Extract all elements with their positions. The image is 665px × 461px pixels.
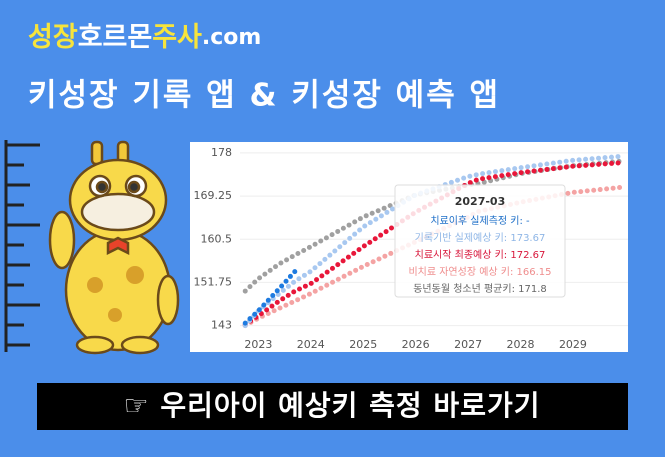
y-tick-label: 151.75 [194, 275, 233, 288]
tooltip-line: 동년동월 청소년 평균키: 171.8 [413, 283, 547, 295]
y-tick-label: 160.5 [201, 232, 233, 245]
logo-part: 주사 [152, 22, 202, 53]
chart: 143 151.75 160.5 169.25 178 2023 2024 2025 2026 2… [194, 146, 628, 351]
series-line [242, 268, 298, 326]
tooltip-line: 치료시작 최종예상 키: 172.67 [415, 249, 546, 261]
y-tick-label: 178 [211, 146, 232, 159]
tooltip-box [394, 184, 566, 298]
tooltip-line: 기록기반 실제예상 키: 173.67 [415, 232, 546, 244]
tooltip-title: 2027-03 [455, 195, 506, 208]
tooltip-line: 치료이후 실제측정 키: - [430, 215, 530, 227]
x-tick-label: 2024 [297, 338, 325, 351]
y-tick-label: 169.25 [194, 189, 233, 202]
logo-part: 호르몬 [78, 22, 153, 53]
logo-part: .com [202, 25, 261, 50]
giraffe [48, 140, 180, 355]
cta-button[interactable] [37, 383, 628, 430]
logo-part: 성장 [28, 22, 78, 53]
x-tick-label: 2028 [507, 338, 535, 351]
tooltip-line: 비치료 자연성장 예상 키: 166.15 [408, 266, 551, 278]
series-line [242, 153, 623, 329]
headline: 키성장 기록 앱 & 키성장 예측 앱 [28, 78, 500, 114]
x-tick-label: 2026 [402, 338, 430, 351]
x-tick-label: 2027 [454, 338, 482, 351]
x-tick-label: 2025 [349, 338, 377, 351]
y-tick-label: 143 [211, 319, 232, 332]
cta-text[interactable]: ☞ 우리아이 예상키 측정 바로가기 [124, 389, 541, 422]
ruler [4, 140, 40, 352]
logo: 성장호르몬주사.com [28, 22, 261, 53]
x-tick-label: 2023 [244, 338, 272, 351]
series-line [242, 160, 623, 328]
x-tick-label: 2029 [559, 338, 587, 351]
